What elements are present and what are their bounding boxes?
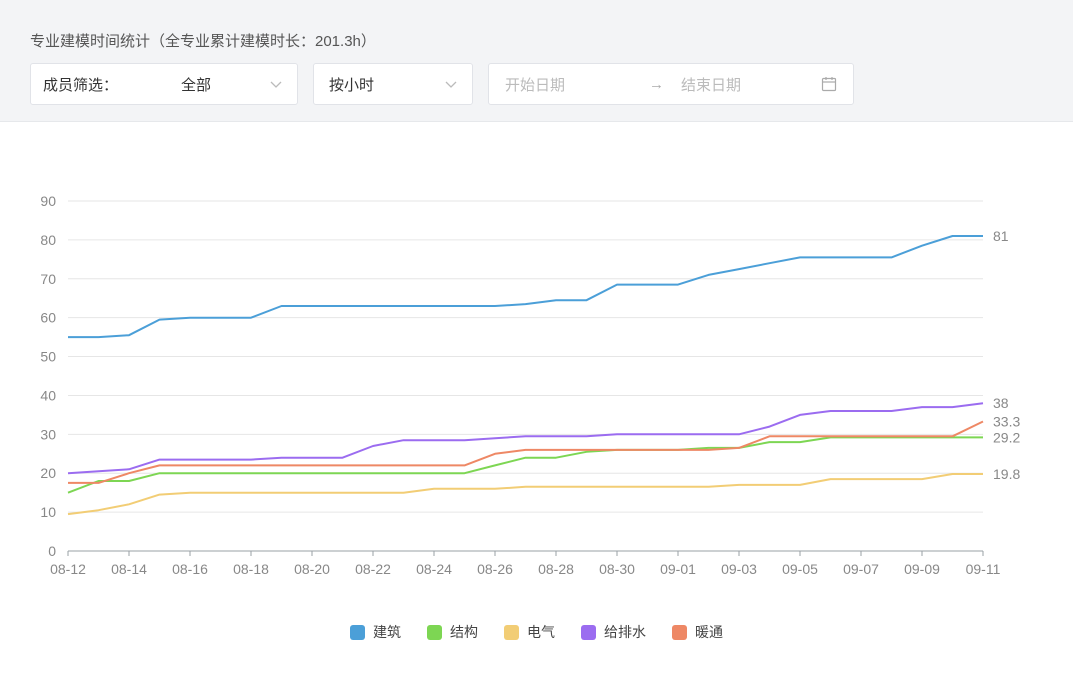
- x-tick-label: 09-09: [904, 561, 940, 577]
- legend-item[interactable]: 暖通: [672, 620, 723, 644]
- chevron-down-icon: [445, 81, 457, 88]
- y-tick-label: 90: [40, 193, 56, 209]
- calendar-icon: [821, 77, 837, 92]
- y-tick-label: 40: [40, 387, 56, 403]
- y-tick-label: 30: [40, 426, 56, 442]
- x-tick-label: 08-30: [599, 561, 635, 577]
- legend-label: 电气: [527, 624, 555, 640]
- series-line-建筑: [68, 235, 983, 339]
- x-tick-label: 09-07: [843, 561, 879, 577]
- legend-label: 建筑: [373, 624, 401, 640]
- y-tick-label: 80: [40, 232, 56, 248]
- start-date-input[interactable]: 开始日期: [505, 76, 566, 94]
- chart-svg: 0 10 20 30 40 50 60 70 80 90 08-12 08-14 08-16 08-18 0…: [40, 193, 1020, 577]
- y-tick-label: 10: [40, 504, 56, 520]
- x-tick-label: 08-18: [233, 561, 269, 577]
- x-tick-label: 09-03: [721, 561, 757, 577]
- y-tick-label: 70: [40, 271, 56, 287]
- legend-swatch: [427, 624, 442, 640]
- line-chart: 0 10 20 30 40 50 60 70 80 90 08-12 08-14 08-16 08-18 0…: [0, 122, 1073, 668]
- x-tick-label: 08-20: [294, 561, 330, 577]
- time-unit-select[interactable]: 按小时: [313, 63, 473, 105]
- legend-swatch: [672, 624, 687, 640]
- y-tick-label: 20: [40, 465, 56, 481]
- x-tick-label: 09-01: [660, 561, 696, 577]
- x-tick-label: 08-26: [477, 561, 513, 577]
- series-end-label: 19.8: [993, 466, 1020, 482]
- series-end-label: 38: [993, 395, 1009, 411]
- legend-swatch: [581, 624, 596, 640]
- page-title: 专业建模时间统计（全专业累计建模时长：201.3h）: [30, 33, 376, 50]
- series-line-电气: [67, 473, 983, 516]
- legend-item[interactable]: 结构: [427, 620, 478, 644]
- x-tick-label: 08-16: [172, 561, 208, 577]
- legend-label: 结构: [450, 624, 478, 640]
- legend-label: 给排水: [604, 624, 646, 640]
- end-date-input[interactable]: 结束日期: [681, 76, 742, 94]
- legend-item[interactable]: 给排水: [581, 620, 646, 644]
- series-line-暖通: [68, 420, 984, 484]
- series-end-label: 33.3: [993, 414, 1020, 430]
- series-end-label: 29.2: [993, 429, 1020, 445]
- x-tick-label: 08-12: [50, 561, 86, 577]
- y-tick-label: 60: [40, 310, 56, 326]
- x-tick-label: 08-22: [355, 561, 391, 577]
- series-line-结构: [67, 436, 983, 494]
- legend-item[interactable]: 建筑: [350, 620, 401, 644]
- y-tick-label: 0: [48, 543, 56, 559]
- toolbar: 专业建模时间统计（全专业累计建模时长：201.3h） 成员筛选： 全部 按小时 …: [0, 0, 1073, 122]
- member-filter-label: 成员筛选：: [43, 76, 119, 94]
- legend-swatch: [504, 624, 519, 640]
- legend-item[interactable]: 电气: [504, 620, 555, 644]
- x-tick-label: 09-05: [782, 561, 818, 577]
- x-tick-label: 08-24: [416, 561, 452, 577]
- x-tick-label: 08-14: [111, 561, 147, 577]
- time-unit-value: 按小时: [329, 76, 375, 94]
- chevron-down-icon: [270, 81, 282, 88]
- x-tick-label: 08-28: [538, 561, 574, 577]
- x-tick-label: 09-11: [966, 561, 1001, 577]
- range-arrow-icon: →: [649, 75, 664, 93]
- chart-legend: 建筑 结构 电气 给排水 暖通: [0, 620, 1073, 644]
- member-filter-select[interactable]: 成员筛选： 全部: [30, 63, 298, 105]
- series-line-给排水: [67, 402, 984, 475]
- y-tick-label: 50: [40, 349, 56, 365]
- legend-swatch: [350, 624, 365, 640]
- series-end-label: 81: [993, 228, 1009, 244]
- date-range-picker[interactable]: 开始日期 → 结束日期: [488, 63, 854, 105]
- member-filter-value: 全部: [181, 76, 212, 94]
- legend-label: 暖通: [695, 624, 723, 640]
